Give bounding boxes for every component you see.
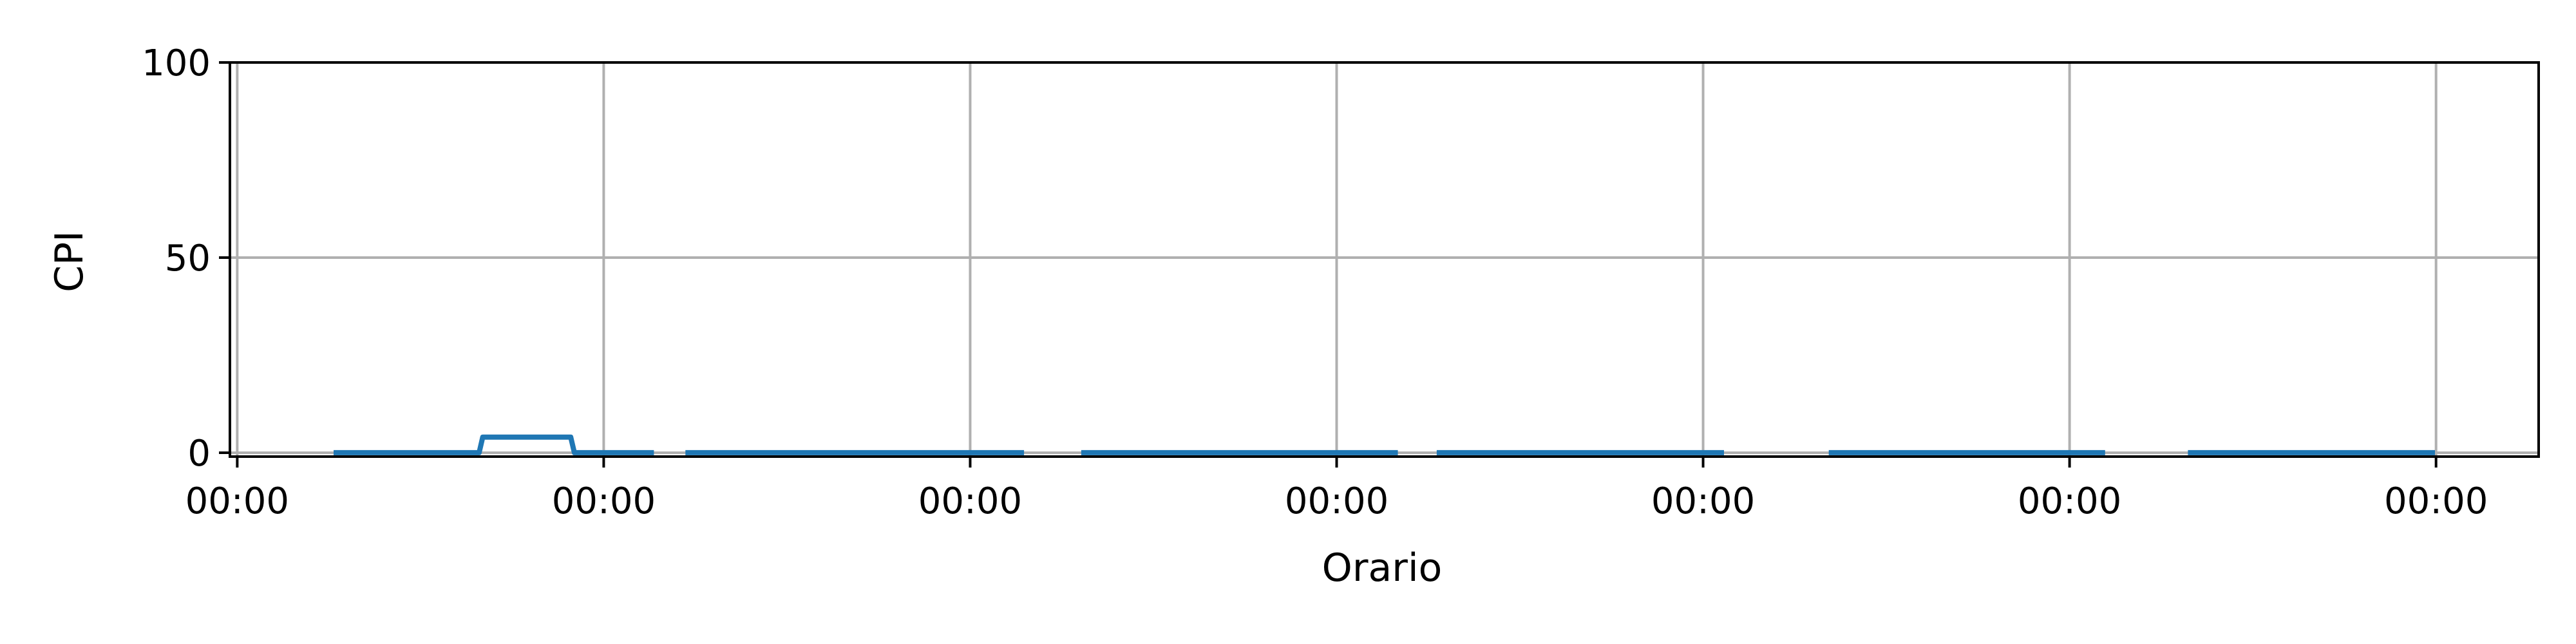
- x-tick-label: 00:00: [552, 480, 656, 522]
- x-tick-label: 00:00: [1651, 480, 1755, 522]
- cpi-series-segment: [334, 434, 654, 455]
- x-tick-label: 00:00: [185, 480, 289, 522]
- x-tick-label: 00:00: [2018, 480, 2121, 522]
- y-tick-label: 100: [142, 43, 211, 84]
- grid: [230, 61, 2539, 457]
- y-tick-label: 0: [187, 433, 211, 475]
- y-axis-label: CPI: [47, 231, 92, 292]
- x-tick-label: 00:00: [1285, 480, 1388, 522]
- x-axis-label: Orario: [1322, 545, 1443, 591]
- series-layer: [334, 434, 2435, 455]
- plot-area-frame: [229, 61, 2540, 458]
- y-tick-label: 50: [165, 238, 211, 279]
- x-tick-label: 00:00: [918, 480, 1022, 522]
- axis-ticks: 00:00 00:00 00:00 00:00 00:00 00:00 00:00 0 50 10…: [142, 43, 2488, 522]
- x-tick-label: 00:00: [2384, 480, 2488, 522]
